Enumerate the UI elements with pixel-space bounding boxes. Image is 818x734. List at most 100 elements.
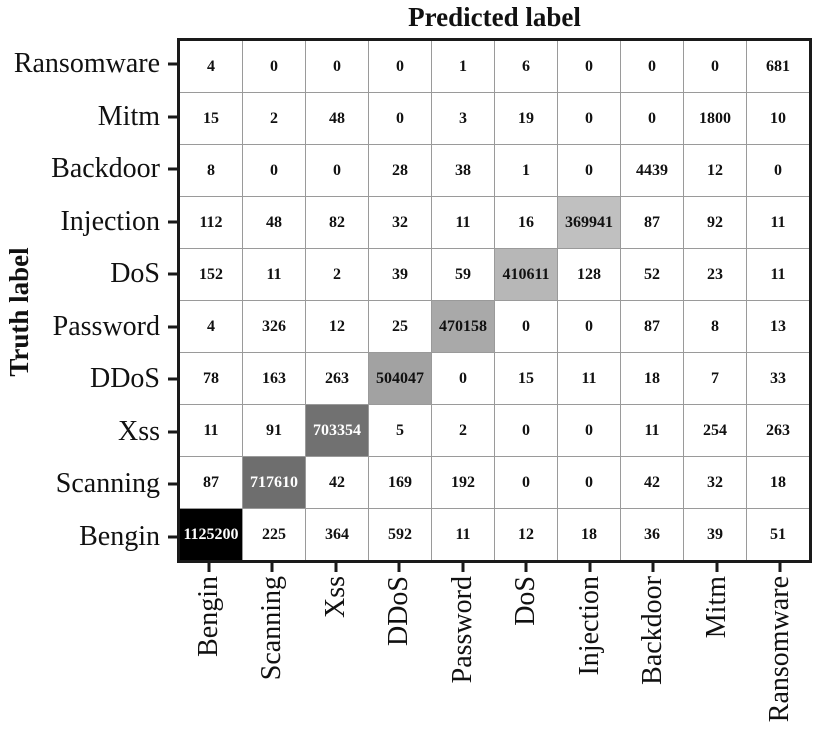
matrix-cell: 0 <box>621 93 683 144</box>
matrix-cell: 0 <box>621 41 683 92</box>
matrix-cell: 18 <box>558 509 620 560</box>
matrix-cell: 48 <box>306 93 368 144</box>
matrix-cell: 326 <box>243 301 305 352</box>
y-axis-tick <box>168 167 177 171</box>
matrix-cell: 11 <box>558 353 620 404</box>
row-label: Password <box>52 310 160 342</box>
y-axis-tick <box>168 430 177 434</box>
row-label: Mitm <box>97 100 160 132</box>
row-label: DDoS <box>89 363 160 395</box>
matrix-cell: 263 <box>306 353 368 404</box>
matrix-cell: 11 <box>747 249 809 300</box>
matrix-cell: 42 <box>306 457 368 508</box>
matrix-cell: 0 <box>558 301 620 352</box>
matrix-cell: 52 <box>621 249 683 300</box>
col-label: Mitm <box>700 576 732 639</box>
y-axis-tick <box>168 272 177 276</box>
col-label: Bengin <box>192 576 224 657</box>
matrix-cell: 23 <box>684 249 746 300</box>
matrix-cell: 87 <box>180 457 242 508</box>
x-axis-tick <box>588 563 592 572</box>
matrix-cell: 2 <box>306 249 368 300</box>
matrix-cell: 0 <box>369 93 431 144</box>
matrix-cell: 8 <box>684 301 746 352</box>
matrix-cell: 4 <box>180 301 242 352</box>
matrix-cell: 169 <box>369 457 431 508</box>
x-axis-tick <box>270 563 274 572</box>
predicted-label-title: Predicted label <box>408 2 581 32</box>
matrix-cell: 0 <box>495 405 557 456</box>
col-label: DoS <box>510 576 542 626</box>
y-axis-tick <box>168 535 177 539</box>
y-axis-tick <box>168 482 177 486</box>
matrix-grid: 4 0 0 0 1 6 0 0 0 681 15 2 48 0 3 19 0 0 1800 10 8 0 0 28 38 1 0 44… <box>177 38 812 563</box>
matrix-cell: 0 <box>306 145 368 196</box>
matrix-cell: 5 <box>369 405 431 456</box>
row-label: DoS <box>110 258 160 290</box>
matrix-cell: 4439 <box>621 145 683 196</box>
matrix-cell: 717610 <box>243 457 305 508</box>
matrix-cell: 681 <box>747 41 809 92</box>
matrix-cell: 36 <box>621 509 683 560</box>
row-label: Xss <box>117 415 160 447</box>
col-label: DDoS <box>383 576 415 647</box>
row-label: Scanning <box>55 468 160 500</box>
matrix-cell: 15 <box>495 353 557 404</box>
y-axis-tick <box>168 62 177 66</box>
matrix-cell: 10 <box>747 93 809 144</box>
y-axis-tick <box>168 377 177 381</box>
matrix-cell: 2 <box>432 405 494 456</box>
matrix-cell: 263 <box>747 405 809 456</box>
matrix-cell: 12 <box>306 301 368 352</box>
matrix-cell: 15 <box>180 93 242 144</box>
matrix-cell: 33 <box>747 353 809 404</box>
matrix-cell: 91 <box>243 405 305 456</box>
x-axis-tick <box>715 563 719 572</box>
matrix-cell: 470158 <box>432 301 494 352</box>
matrix-cell: 16 <box>495 197 557 248</box>
matrix-cell: 78 <box>180 353 242 404</box>
col-label: Scanning <box>256 576 288 681</box>
matrix-cell: 369941 <box>558 197 620 248</box>
matrix-cell: 0 <box>369 41 431 92</box>
matrix-cell: 13 <box>747 301 809 352</box>
matrix-cell: 0 <box>747 145 809 196</box>
matrix-cell: 11 <box>432 509 494 560</box>
matrix-cell: 11 <box>621 405 683 456</box>
matrix-cell: 225 <box>243 509 305 560</box>
row-label: Ransomware <box>13 48 160 80</box>
col-label: Xss <box>319 576 351 619</box>
row-label: Injection <box>60 205 160 237</box>
matrix-cell: 128 <box>558 249 620 300</box>
matrix-cell: 28 <box>369 145 431 196</box>
col-label: Ransomware <box>764 576 796 723</box>
col-label: Password <box>446 576 478 684</box>
matrix-cell: 1 <box>432 41 494 92</box>
row-label: Bengin <box>79 520 160 552</box>
matrix-cell: 1800 <box>684 93 746 144</box>
matrix-cell: 18 <box>747 457 809 508</box>
matrix-cell: 4 <box>180 41 242 92</box>
matrix-cell: 11 <box>747 197 809 248</box>
matrix-cell: 92 <box>684 197 746 248</box>
matrix-cell: 11 <box>432 197 494 248</box>
y-axis-tick <box>168 325 177 329</box>
matrix-cell: 192 <box>432 457 494 508</box>
matrix-cell: 48 <box>243 197 305 248</box>
matrix-cell: 0 <box>495 301 557 352</box>
matrix-cell: 51 <box>747 509 809 560</box>
matrix-cell: 87 <box>621 197 683 248</box>
col-label: Backdoor <box>637 576 669 685</box>
matrix-cell: 25 <box>369 301 431 352</box>
matrix-cell: 112 <box>180 197 242 248</box>
matrix-cell: 39 <box>684 509 746 560</box>
matrix-cell: 18 <box>621 353 683 404</box>
matrix-cell: 0 <box>243 145 305 196</box>
matrix-cell: 364 <box>306 509 368 560</box>
matrix-cell: 59 <box>432 249 494 300</box>
y-axis-tick <box>168 220 177 224</box>
matrix-cell: 0 <box>558 405 620 456</box>
matrix-cell: 0 <box>558 93 620 144</box>
matrix-cell: 0 <box>495 457 557 508</box>
